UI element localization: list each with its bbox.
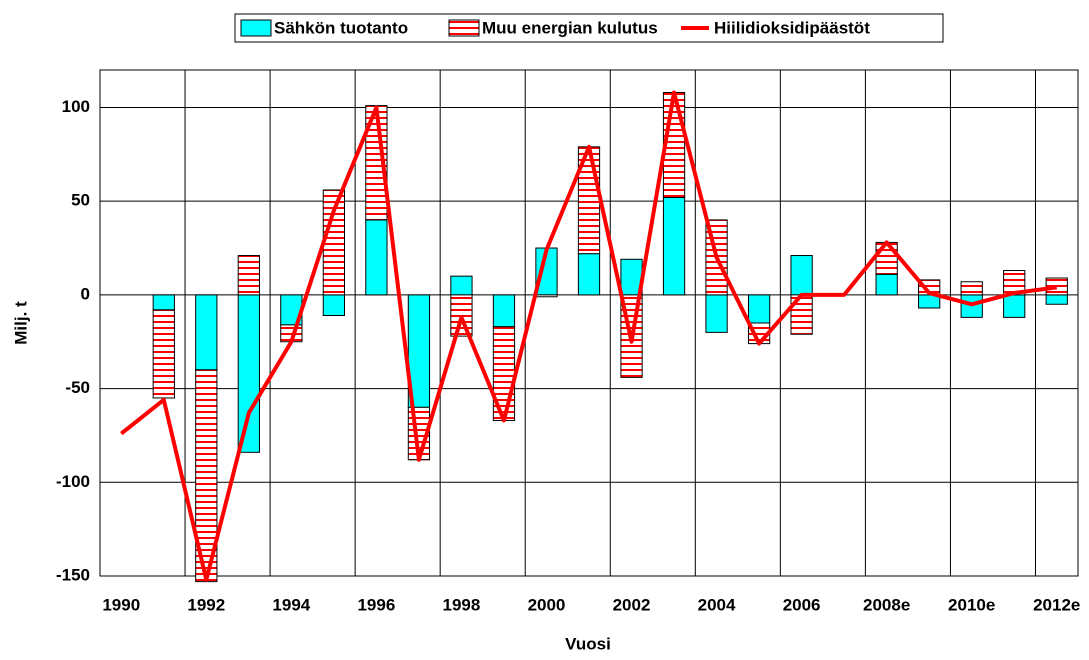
bar (237, 294, 260, 453)
bar (535, 294, 558, 298)
legend-swatch (240, 19, 272, 37)
y-tick-label: -50 (65, 378, 90, 397)
x-tick-label: 2006 (783, 595, 821, 614)
bar (875, 273, 898, 296)
x-tick-label: 1998 (443, 595, 481, 614)
legend-label: Hiilidioksidipäästöt (714, 18, 870, 37)
bar (662, 196, 686, 296)
bar (875, 241, 898, 275)
y-axis-label: Milj. t (11, 301, 30, 345)
bar (365, 219, 388, 296)
x-tick-label: 1992 (187, 595, 225, 614)
bar (1003, 294, 1026, 318)
legend (234, 13, 944, 43)
legend-label: Muu energian kulutus (482, 18, 658, 37)
bar (450, 275, 473, 296)
bar (492, 294, 516, 328)
bar (1045, 277, 1068, 296)
y-tick-label: 100 (62, 97, 90, 116)
bar (322, 294, 346, 317)
x-axis-label: Vuosi (565, 634, 611, 653)
bar (152, 309, 175, 399)
bar (747, 294, 771, 324)
x-tick-label: 1996 (357, 595, 395, 614)
x-tick-label: 2010e (948, 595, 995, 614)
x-tick-label: 1994 (272, 595, 310, 614)
x-tick-label: 2008e (863, 595, 910, 614)
x-tick-label: 2000 (528, 595, 566, 614)
bar (152, 294, 175, 311)
bar (960, 281, 983, 296)
y-tick-label: -150 (56, 565, 90, 584)
line (120, 90, 1058, 582)
x-tick-label: 2002 (613, 595, 651, 614)
x-tick-label: 1990 (102, 595, 140, 614)
bar (577, 253, 601, 296)
x-tick-label: 2012e (1033, 595, 1080, 614)
bar (1045, 294, 1068, 305)
legend-swatch (448, 19, 480, 37)
bar (237, 255, 260, 296)
bar (195, 294, 218, 371)
bar (705, 294, 728, 333)
bar (790, 255, 813, 296)
y-tick-label: 0 (81, 284, 90, 303)
x-tick-label: 2004 (698, 595, 736, 614)
legend-label: Sähkön tuotanto (274, 18, 408, 37)
y-tick-label: 50 (71, 191, 90, 210)
y-tick-label: -100 (56, 472, 90, 491)
